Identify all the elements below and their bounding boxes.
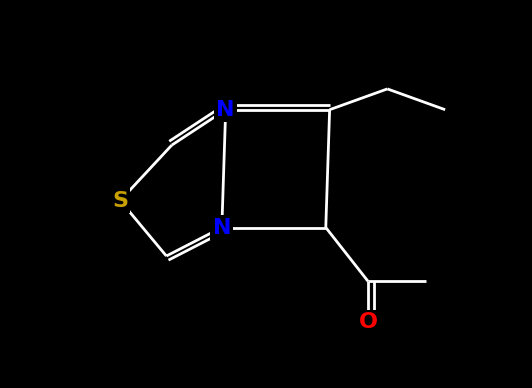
Text: N: N [217, 100, 235, 120]
Text: S: S [112, 191, 128, 211]
Text: N: N [213, 218, 231, 237]
Text: O: O [359, 312, 378, 332]
